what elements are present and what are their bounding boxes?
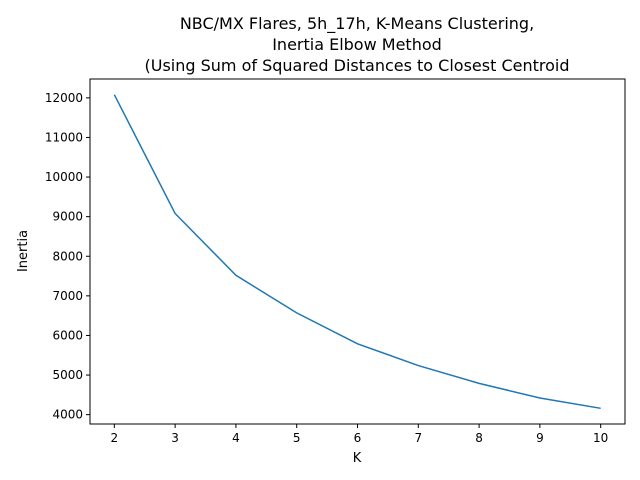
x-axis-label: K (353, 451, 362, 466)
chart-title-line-1: NBC/MX Flares, 5h_17h, K-Means Clusterin… (180, 14, 534, 34)
x-axis-ticks: 2 3 4 5 6 7 8 9 10 (110, 424, 608, 445)
y-tick-label: 4000 (52, 408, 83, 422)
y-axis-ticks: 4000 5000 6000 7000 8000 9000 10000 11000 12000 (45, 91, 90, 422)
x-tick-label: 10 (593, 431, 608, 445)
y-tick-label: 10000 (45, 170, 83, 184)
x-tick-label: 3 (171, 431, 179, 445)
x-tick-label: 8 (475, 431, 483, 445)
y-tick-label: 5000 (52, 368, 83, 382)
x-tick-label: 6 (354, 431, 362, 445)
chart-title: NBC/MX Flares, 5h_17h, K-Means Clusterin… (144, 14, 569, 75)
chart-title-line-2: Inertia Elbow Method (272, 35, 442, 54)
y-tick-label: 11000 (45, 130, 83, 144)
x-tick-label: 5 (293, 431, 301, 445)
y-tick-label: 8000 (52, 249, 83, 263)
chart-title-line-3: (Using Sum of Squared Distances to Close… (144, 56, 569, 75)
inertia-series-line (113, 94, 601, 410)
plot-area-frame (89, 78, 626, 425)
y-tick-label: 7000 (52, 289, 83, 303)
x-tick-label: 7 (414, 431, 422, 445)
y-tick-label: 9000 (52, 210, 83, 224)
x-tick-label: 4 (232, 431, 240, 445)
x-tick-label: 2 (110, 431, 118, 445)
x-tick-label: 9 (536, 431, 544, 445)
y-axis-label: Inertia (16, 230, 31, 272)
y-tick-label: 12000 (45, 91, 83, 105)
y-tick-label: 6000 (52, 328, 83, 342)
